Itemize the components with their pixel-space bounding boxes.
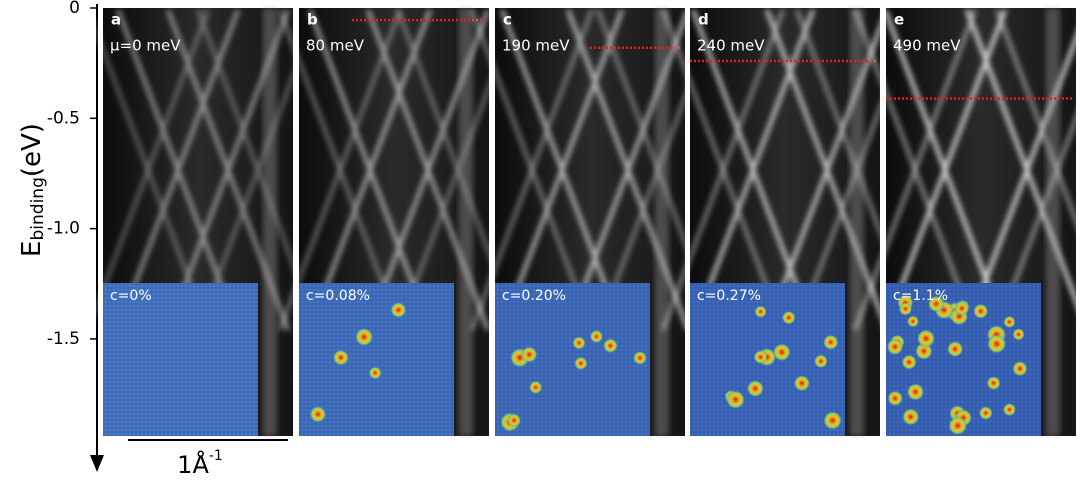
scale-bar-label: 1Å-1 [177,448,223,479]
band-glow [459,8,473,436]
impurity [887,390,903,407]
impurity [948,416,968,436]
potential-label: μ=0 meV [110,37,181,55]
impurity [901,354,917,370]
impurity [781,310,796,325]
y-axis-arrow [90,455,104,472]
panel: c 190 meV c=0.20% [470,8,720,436]
panel-letter: b [307,11,318,29]
impurity [793,375,811,392]
impurity [633,351,647,365]
impurity [746,379,764,398]
band [853,9,977,331]
impurity [986,376,1001,391]
panel: e 490 meV c=1.1% [853,8,1086,436]
bands [853,9,1086,331]
y-axis-symbol: E [17,241,47,257]
y-tick-label: 0 [69,0,80,18]
band [500,9,624,331]
impurity [823,411,843,430]
impurity [978,406,993,420]
impurity [354,327,374,347]
impurity [1012,360,1028,377]
impurity [390,301,407,318]
impurity [886,338,904,356]
panel-letter: e [894,11,904,29]
band-glow [850,8,864,436]
band [661,9,785,331]
y-tick-label: -0.5 [47,108,80,128]
concentration-label: c=0.20% [502,288,566,304]
stm-shade [103,283,258,436]
impurity [572,336,586,350]
impurity [507,413,522,428]
panel-letter: d [698,11,709,29]
impurity [902,408,920,426]
y-axis-subscript: binding [28,177,48,240]
impurity [726,390,746,410]
potential-label: 80 meV [306,37,365,55]
band [308,9,432,331]
scale-bar-unit: 1Å [177,450,209,479]
impurity [589,329,604,344]
y-axis-unit: (eV) [17,123,47,177]
impurity [927,295,945,313]
panel-letter: c [503,11,512,29]
bands [86,9,320,331]
impurity [603,338,618,354]
concentration-label: c=0% [110,288,152,304]
band [691,9,815,331]
concentration-label: c=0.08% [306,288,370,304]
impurity [1012,328,1025,341]
impurity [916,329,936,348]
band [470,9,594,331]
potential-label: 240 meV [697,37,765,55]
impurity [823,334,839,350]
impurity [772,343,791,362]
impurity [954,300,970,316]
impurity [332,349,349,366]
impurity [946,340,964,358]
impurity [1003,315,1016,329]
y-axis-label: Ebinding(eV) [17,123,49,257]
y-tick-label: -1.5 [47,329,80,349]
impurity [574,356,588,371]
band-glow [263,8,277,436]
panel: b 80 meV c=0.08% [278,8,520,436]
impurity [529,380,543,394]
impurity [973,303,989,319]
band [765,9,889,331]
panel: a μ=0 meV c=0% [86,8,320,436]
band [965,9,1086,331]
scale-bar-exponent: -1 [209,448,223,464]
impurity [898,302,913,316]
band-glow [1046,8,1060,436]
impurity [986,334,1007,354]
y-tick-label: -1.0 [47,219,80,239]
band-glow [655,8,669,436]
impurity [906,383,925,401]
band [278,9,402,331]
concentration-label: c=0.27% [697,288,761,304]
impurity [521,346,538,363]
impurity [309,405,327,423]
potential-label: 190 meV [502,37,570,55]
concentration-label: c=1.1% [893,288,948,304]
stm-inset [103,283,258,436]
panel: d 240 meV c=0.27% [661,8,919,436]
potential-label: 490 meV [893,37,961,55]
impurity [368,366,382,380]
impurity [754,305,767,318]
band [86,9,210,331]
impurity [753,350,768,365]
panel-letter: a [111,11,121,29]
impurity [813,354,828,369]
impurity [906,315,919,328]
impurity [1002,403,1017,417]
